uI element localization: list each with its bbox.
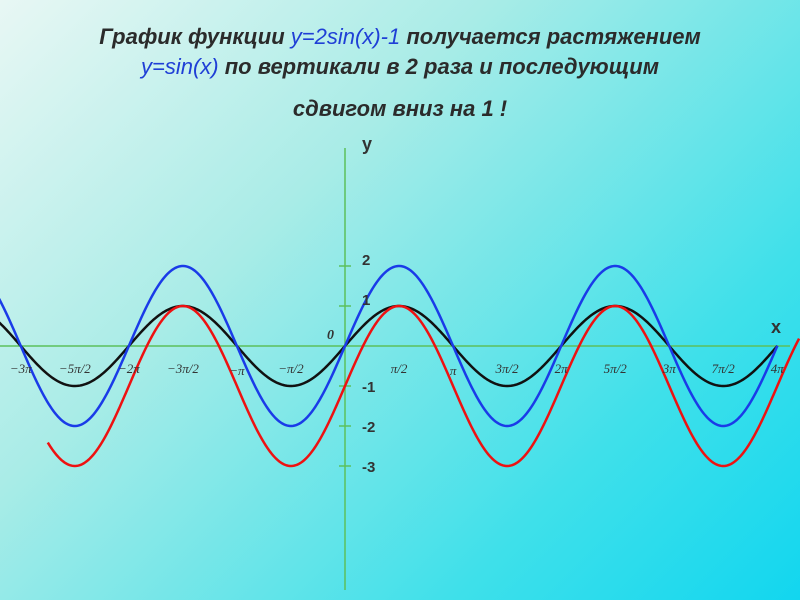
title-text-4: сдвигом вниз на 1 ! [292, 96, 508, 121]
x-tick-label: −3π [10, 361, 32, 376]
x-tick-label: 4π [771, 361, 785, 376]
y-tick-label: -3 [362, 459, 375, 476]
x-tick-label: 2π [555, 361, 569, 376]
y-tick-label: -1 [362, 379, 375, 396]
origin-label: 0 [327, 328, 334, 343]
title-text-2: получается растяжением [400, 24, 701, 49]
x-tick-label: −5π/2 [59, 361, 91, 376]
x-tick-label: −3π/2 [167, 361, 199, 376]
x-tick-label: −π/2 [278, 361, 304, 376]
y-tick-label: -2 [362, 419, 375, 436]
y-tick-label: 2 [362, 252, 370, 269]
title-formula-stretched: y=2sin(x)-1 [290, 24, 401, 49]
x-tick-label: 3π [662, 361, 677, 376]
curve-2sin-x- [0, 264, 779, 428]
x-tick-label: −π [229, 363, 245, 378]
x-axis-label: x [771, 317, 781, 337]
title-text-3: по вертикали в 2 раза и последующим [218, 54, 659, 79]
curve-2sin-x-1 [46, 304, 800, 468]
x-tick-label: −2π [118, 361, 140, 376]
x-tick-label: 5π/2 [604, 361, 628, 376]
chart-title: График функции y=2sin(x)-1 получается ра… [0, 22, 800, 124]
title-text-1: График функции [99, 24, 291, 49]
x-tick-label: π/2 [391, 361, 408, 376]
x-tick-label: π [450, 363, 457, 378]
curve-sin-x- [0, 304, 779, 388]
y-tick-label: 1 [362, 292, 370, 309]
x-tick-label: 3π/2 [495, 361, 520, 376]
x-tick-label: 7π/2 [712, 361, 736, 376]
y-axis-label: y [362, 134, 372, 154]
title-formula-base: y=sin(x) [140, 54, 219, 79]
